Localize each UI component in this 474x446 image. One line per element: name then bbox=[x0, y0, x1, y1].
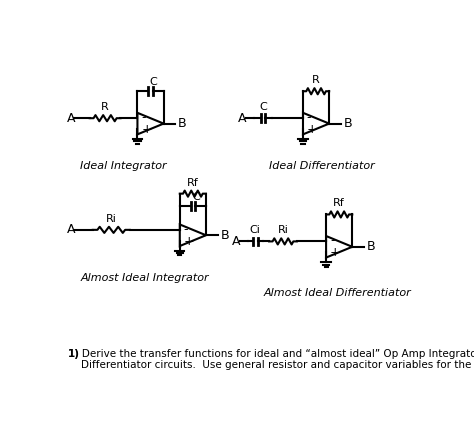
Text: +: + bbox=[307, 123, 318, 136]
Text: 1): 1) bbox=[68, 349, 80, 359]
Text: -: - bbox=[307, 111, 311, 124]
Text: 1) Derive the transfer functions for ideal and “almost ideal” Op Amp Integrator : 1) Derive the transfer functions for ide… bbox=[68, 349, 474, 359]
Text: Ri: Ri bbox=[106, 214, 117, 224]
Text: C: C bbox=[192, 192, 200, 202]
Text: A: A bbox=[238, 112, 246, 125]
Text: C: C bbox=[149, 77, 157, 87]
Text: Ci: Ci bbox=[250, 225, 261, 235]
Text: +: + bbox=[183, 235, 194, 248]
Text: R: R bbox=[312, 75, 320, 85]
Text: A: A bbox=[67, 223, 75, 236]
Text: Rf: Rf bbox=[187, 178, 199, 187]
Text: -: - bbox=[330, 234, 335, 247]
Text: R: R bbox=[101, 102, 109, 112]
Text: -: - bbox=[183, 223, 188, 235]
Text: Almost Ideal Integrator: Almost Ideal Integrator bbox=[81, 273, 210, 283]
Text: A: A bbox=[232, 235, 240, 248]
Text: +: + bbox=[141, 123, 152, 136]
Text: Almost Ideal Differentiator: Almost Ideal Differentiator bbox=[264, 288, 411, 298]
Text: B: B bbox=[220, 229, 229, 242]
Text: Differentiator circuits.  Use general resistor and capacitor variables for the l: Differentiator circuits. Use general res… bbox=[68, 360, 474, 370]
Text: Rf: Rf bbox=[333, 198, 345, 208]
Text: Ideal Integrator: Ideal Integrator bbox=[80, 161, 167, 171]
Text: B: B bbox=[344, 117, 353, 130]
Text: +: + bbox=[330, 247, 340, 260]
Text: A: A bbox=[67, 112, 75, 125]
Text: C: C bbox=[259, 102, 267, 112]
Text: -: - bbox=[141, 111, 146, 124]
Text: B: B bbox=[178, 117, 187, 130]
Text: Ideal Differentiator: Ideal Differentiator bbox=[269, 161, 375, 171]
Text: B: B bbox=[367, 240, 375, 253]
Text: Ri: Ri bbox=[278, 225, 288, 235]
